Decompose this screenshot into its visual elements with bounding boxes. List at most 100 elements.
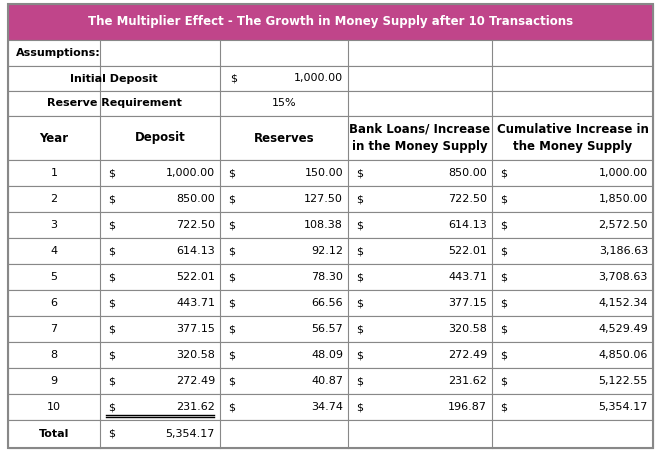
Text: $: $ (228, 324, 235, 334)
Text: $: $ (356, 298, 363, 308)
Text: Cumulative Increase in
the Money Supply: Cumulative Increase in the Money Supply (496, 123, 648, 153)
Text: 231.62: 231.62 (176, 402, 215, 412)
Text: $: $ (356, 168, 363, 178)
Text: 614.13: 614.13 (176, 246, 215, 256)
Text: 522.01: 522.01 (448, 246, 487, 256)
Text: 1,850.00: 1,850.00 (599, 194, 648, 204)
Text: 320.58: 320.58 (176, 350, 215, 360)
Text: 40.87: 40.87 (311, 376, 343, 386)
Text: $: $ (108, 220, 115, 230)
Text: $: $ (108, 246, 115, 256)
Text: $: $ (356, 220, 363, 230)
Text: Year: Year (40, 132, 69, 144)
Text: $: $ (356, 402, 363, 412)
Text: $: $ (500, 272, 507, 282)
Text: $: $ (108, 272, 115, 282)
Text: $: $ (356, 194, 363, 204)
Text: 3: 3 (50, 220, 58, 230)
Text: 6: 6 (50, 298, 58, 308)
Text: $: $ (356, 324, 363, 334)
Bar (8, 4, 653, 40)
Bar (8, 316, 653, 342)
Text: $: $ (356, 376, 363, 386)
Text: The Multiplier Effect - The Growth in Money Supply after 10 Transactions: The Multiplier Effect - The Growth in Mo… (88, 16, 573, 28)
Text: 150.00: 150.00 (304, 168, 343, 178)
Text: 850.00: 850.00 (176, 194, 215, 204)
Text: $: $ (108, 350, 115, 360)
Text: 196.87: 196.87 (448, 402, 487, 412)
Text: 34.74: 34.74 (311, 402, 343, 412)
Text: $: $ (500, 220, 507, 230)
Text: 78.30: 78.30 (311, 272, 343, 282)
Text: $: $ (356, 246, 363, 256)
Bar (8, 91, 653, 116)
Text: 231.62: 231.62 (448, 376, 487, 386)
Text: $: $ (228, 350, 235, 360)
Text: 522.01: 522.01 (176, 272, 215, 282)
Text: 66.56: 66.56 (311, 298, 343, 308)
Text: 7: 7 (50, 324, 58, 334)
Text: $: $ (108, 429, 115, 439)
Text: Initial Deposit: Initial Deposit (70, 74, 158, 84)
Text: 127.50: 127.50 (304, 194, 343, 204)
Text: $: $ (228, 376, 235, 386)
Text: 614.13: 614.13 (448, 220, 487, 230)
Text: 443.71: 443.71 (448, 272, 487, 282)
Text: 5,122.55: 5,122.55 (599, 376, 648, 386)
Bar (8, 342, 653, 368)
Text: $: $ (108, 402, 115, 412)
Text: $: $ (228, 220, 235, 230)
Text: 4,152.34: 4,152.34 (598, 298, 648, 308)
Text: $: $ (228, 402, 235, 412)
Text: $: $ (500, 402, 507, 412)
Text: $: $ (500, 194, 507, 204)
Bar (8, 238, 653, 264)
Text: Total: Total (39, 429, 69, 439)
Text: 850.00: 850.00 (448, 168, 487, 178)
Text: $: $ (108, 324, 115, 334)
Text: 4: 4 (50, 246, 58, 256)
Text: $: $ (228, 194, 235, 204)
Text: 5: 5 (50, 272, 58, 282)
Bar (8, 368, 653, 394)
Text: $: $ (356, 272, 363, 282)
Text: $: $ (108, 298, 115, 308)
Text: 722.50: 722.50 (176, 220, 215, 230)
Text: 108.38: 108.38 (304, 220, 343, 230)
Text: 272.49: 272.49 (447, 350, 487, 360)
Text: Assumptions:: Assumptions: (16, 48, 100, 58)
Text: $: $ (228, 298, 235, 308)
Text: $: $ (228, 272, 235, 282)
Text: $: $ (500, 324, 507, 334)
Text: 377.15: 377.15 (448, 298, 487, 308)
Text: Reserve Requirement: Reserve Requirement (46, 99, 181, 108)
Text: 4,529.49: 4,529.49 (598, 324, 648, 334)
Bar (8, 40, 653, 66)
Text: $: $ (228, 168, 235, 178)
Text: $: $ (108, 376, 115, 386)
Bar (8, 212, 653, 238)
Text: $: $ (356, 350, 363, 360)
Text: 10: 10 (47, 402, 61, 412)
Text: 1,000.00: 1,000.00 (599, 168, 648, 178)
Text: $: $ (108, 194, 115, 204)
Bar (8, 116, 653, 160)
Text: $: $ (500, 350, 507, 360)
Text: 377.15: 377.15 (176, 324, 215, 334)
Text: 272.49: 272.49 (176, 376, 215, 386)
Bar (8, 160, 653, 186)
Bar (8, 290, 653, 316)
Text: 2,572.50: 2,572.50 (598, 220, 648, 230)
Text: $: $ (230, 74, 237, 84)
Text: 92.12: 92.12 (311, 246, 343, 256)
Text: 722.50: 722.50 (448, 194, 487, 204)
Text: Deposit: Deposit (135, 132, 185, 144)
Text: $: $ (500, 298, 507, 308)
Text: 1: 1 (50, 168, 58, 178)
Text: 4,850.06: 4,850.06 (599, 350, 648, 360)
Text: 3,186.63: 3,186.63 (599, 246, 648, 256)
Text: $: $ (228, 246, 235, 256)
Bar (8, 66, 653, 91)
Text: 2: 2 (50, 194, 58, 204)
Text: $: $ (500, 376, 507, 386)
